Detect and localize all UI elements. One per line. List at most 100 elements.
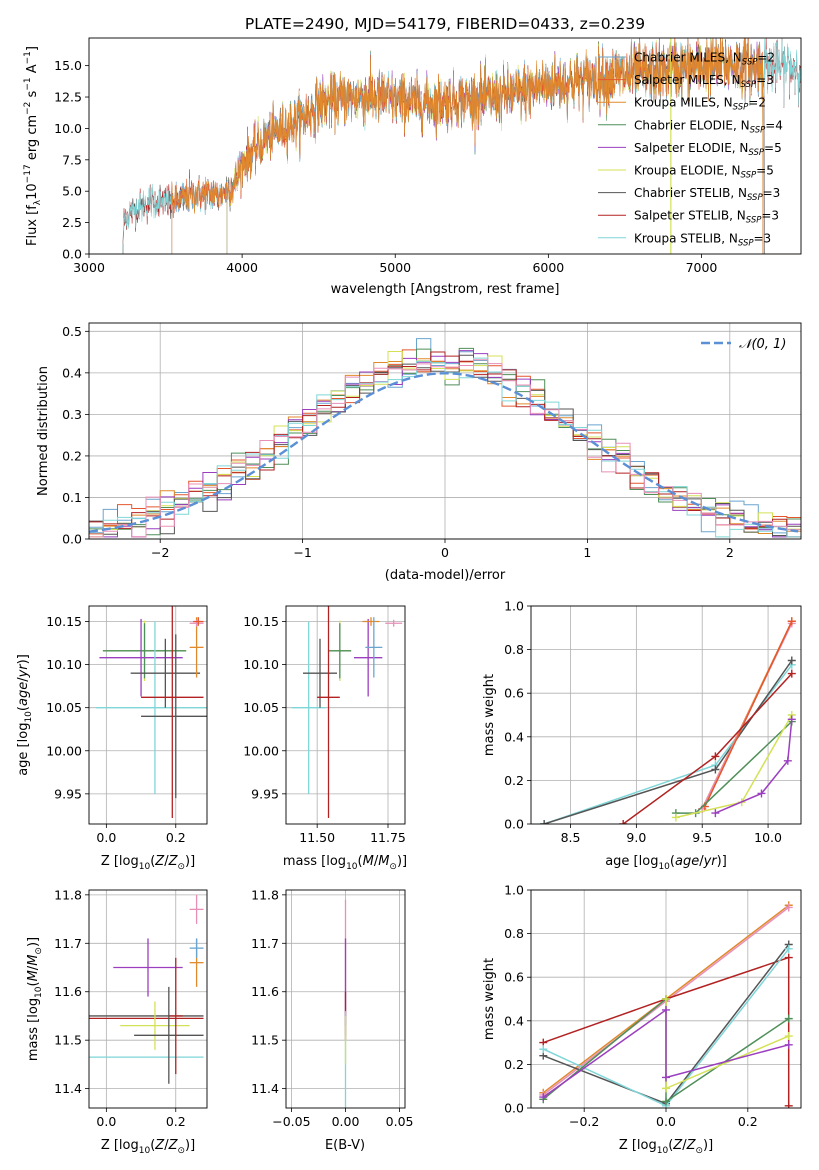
weight_vs_age-marker xyxy=(757,789,766,798)
age_vs_mass-ytick-label: 10.15 xyxy=(243,614,279,629)
legend-label-gauss: 𝒩(0, 1) xyxy=(739,337,786,352)
weight_vs_Z-marker xyxy=(784,953,793,962)
mass_vs_Z-ytick-label: 11.7 xyxy=(54,936,82,951)
age_vs_Z-point xyxy=(141,634,207,799)
mass_vs_Z-ytick-label: 11.6 xyxy=(54,984,82,999)
weight_vs_age-frame xyxy=(530,605,802,825)
age-vs-mass-xlabel: mass [log10(M/M⊙)] xyxy=(283,854,407,872)
mass_vs_Z-point xyxy=(113,938,183,997)
weight_vs_Z-marker xyxy=(539,1045,548,1054)
weight_vs_Z-marker xyxy=(539,1093,548,1102)
spectrum-ytick-label: 10.0 xyxy=(54,121,82,136)
legend-label: Chabrier STELIB, NSSP=3 xyxy=(634,186,780,203)
weight_vs_age-ytick-label: 0.0 xyxy=(504,817,524,832)
age_vs_mass-xtick-label: 11.50 xyxy=(299,830,335,845)
weight_vs_Z-marker xyxy=(662,1073,670,1082)
weight_vs_Z-ytick-label: 0.4 xyxy=(504,1013,524,1028)
legend-label: Salpeter STELIB, NSSP=3 xyxy=(634,209,779,226)
mass_vs_ebv-xtick-label: 0.00 xyxy=(332,1114,360,1129)
mass-vs-z-xlabel: Z [log10(Z/Z⊙)] xyxy=(101,1138,195,1156)
residuals-frame xyxy=(88,322,802,540)
weight_vs_age-series xyxy=(543,664,793,824)
age_vs_mass-point xyxy=(385,619,403,627)
weight_vs_age-marker xyxy=(711,765,720,774)
residuals-xtick-label: −2 xyxy=(151,545,169,560)
weight_vs_Z-marker xyxy=(784,1040,793,1049)
spectrum-ytick-label: 5.0 xyxy=(62,184,82,199)
weight_vs_Z-marker xyxy=(784,1014,793,1023)
residual-hist-salpeter-elodie xyxy=(89,350,801,538)
weight_vs_age-axes: 8.5 9.0 9.5 10.0 0.0 0.2 0.4 0.6 0.8 1.0 xyxy=(504,599,801,845)
weight_vs_age-series xyxy=(704,620,793,807)
age_vs_Z-point xyxy=(130,638,201,708)
legend-label: Salpeter MILES, NSSP=3 xyxy=(634,73,774,90)
weight_vs_age-ytick-label: 1.0 xyxy=(504,599,524,614)
residuals-ylabel: Normed distribution xyxy=(36,366,51,496)
residual-hist-extra_pink xyxy=(89,359,801,538)
mass_vs_Z-ytick-label: 11.4 xyxy=(54,1081,82,1096)
gaussian-curve xyxy=(89,372,799,533)
weight_vs_age-marker xyxy=(711,752,720,761)
age_vs_Z-point xyxy=(102,623,187,679)
age_vs_Z-ytick-label: 10.15 xyxy=(46,614,82,629)
residuals-ytick-label: 0.4 xyxy=(62,365,82,380)
spectrum-ytick-label: 12.5 xyxy=(54,90,82,105)
weight_vs_age-ytick-label: 0.2 xyxy=(504,773,524,788)
weight_vs_Z-ytick-label: 0.8 xyxy=(504,926,524,941)
mass_vs_Z-axes: 0.0 0.2 11.4 11.5 11.6 11.7 11.8 xyxy=(54,887,207,1129)
weight_vs_Z-ytick-label: 1.0 xyxy=(504,883,524,898)
weight_vs_age-ytick-label: 0.8 xyxy=(504,642,524,657)
age_vs_mass-ytick-label: 10.00 xyxy=(243,743,279,758)
weight_vs_age-xtick-label: 8.5 xyxy=(561,830,581,845)
legend-label: Salpeter ELODIE, NSSP=5 xyxy=(634,141,782,158)
age_vs_Z-point xyxy=(95,621,207,794)
weight_vs_age-marker xyxy=(540,820,549,824)
mass_vs_Z-point xyxy=(134,986,204,1084)
weight_vs_Z-xtick-label: 0.2 xyxy=(738,1114,758,1129)
age_vs_Z-ytick-label: 10.05 xyxy=(46,700,82,715)
weight_vs_age-marker xyxy=(787,715,796,724)
residuals-xtick-label: 2 xyxy=(726,545,734,560)
weight_vs_Z-marker xyxy=(784,944,793,953)
age_vs_Z-point xyxy=(141,606,204,818)
age_vs_Z-axes: 0.0 0.2 9.95 10.00 10.05 10.10 10.15 xyxy=(46,606,207,845)
weight_vs_Z-ytick-label: 0.6 xyxy=(504,970,524,985)
weight-vs-z-xlabel: Z [log10(Z/Z⊙)] xyxy=(619,1138,713,1156)
age_vs_mass-plot-area xyxy=(291,606,403,818)
age_vs_mass-point xyxy=(328,623,352,679)
age_vs_Z-point xyxy=(189,619,204,627)
weight_vs_Z-ytick-label: 0.0 xyxy=(504,1101,524,1116)
figure-title: PLATE=2490, MJD=54179, FIBERID=0433, z=0… xyxy=(245,15,645,33)
weight_vs_Z-axes: −0.2 0.0 0.2 0.0 0.2 0.4 0.6 0.8 1.0 xyxy=(504,883,801,1129)
weight_vs_age-series xyxy=(543,660,793,824)
legend-label: Kroupa ELODIE, NSSP=5 xyxy=(634,164,774,181)
residuals-ytick-label: 0.0 xyxy=(62,532,82,547)
residuals-axes: −2 −1 0 1 2 0.0 0.1 0.2 0.3 0.4 0.5 xyxy=(62,323,801,560)
spectrum-axes: 3000 4000 5000 6000 7000 0.0 2.5 5.0 7.5 10.0 12.5… xyxy=(54,58,717,275)
weight_vs_age-marker xyxy=(711,809,720,818)
weight_vs_age-ytick-label: 0.6 xyxy=(504,686,524,701)
spectrum-xtick-label: 3000 xyxy=(73,260,105,275)
mass_vs_ebv-xtick-label: 0.05 xyxy=(386,1114,414,1129)
spectrum-ytick-label: 15.0 xyxy=(54,58,82,73)
weight_vs_age-series xyxy=(715,719,793,814)
weight_vs_Z-frame xyxy=(530,889,802,1109)
mass_vs_ebv-frame xyxy=(285,889,406,1109)
mass_vs_Z-ytick-label: 11.8 xyxy=(54,887,82,902)
age_vs_Z-point xyxy=(99,618,183,697)
age_vs_mass-ytick-label: 10.10 xyxy=(243,657,279,672)
mass_vs_ebv-ytick-label: 11.4 xyxy=(251,1081,279,1096)
age-vs-z-xlabel: Z [log10(Z/Z⊙)] xyxy=(101,854,195,872)
spectrum-xtick-label: 5000 xyxy=(379,260,411,275)
weight_vs_age-marker xyxy=(619,820,628,824)
mass_vs_ebv-ytick-label: 11.5 xyxy=(251,1033,279,1048)
weight_vs_Z-ylabel: mass weight xyxy=(482,958,497,1040)
age_vs_mass-point xyxy=(303,638,337,708)
weight_vs_Z-marker xyxy=(784,903,793,912)
age_vs_Z-xtick-label: 0.0 xyxy=(96,830,116,845)
mass_vs_Z-point xyxy=(168,957,183,1075)
age_vs_mass-frame xyxy=(285,605,406,825)
mass_vs_ebv-ytick-label: 11.6 xyxy=(251,984,279,999)
weight_vs_age-ylabel: mass weight xyxy=(482,674,497,756)
